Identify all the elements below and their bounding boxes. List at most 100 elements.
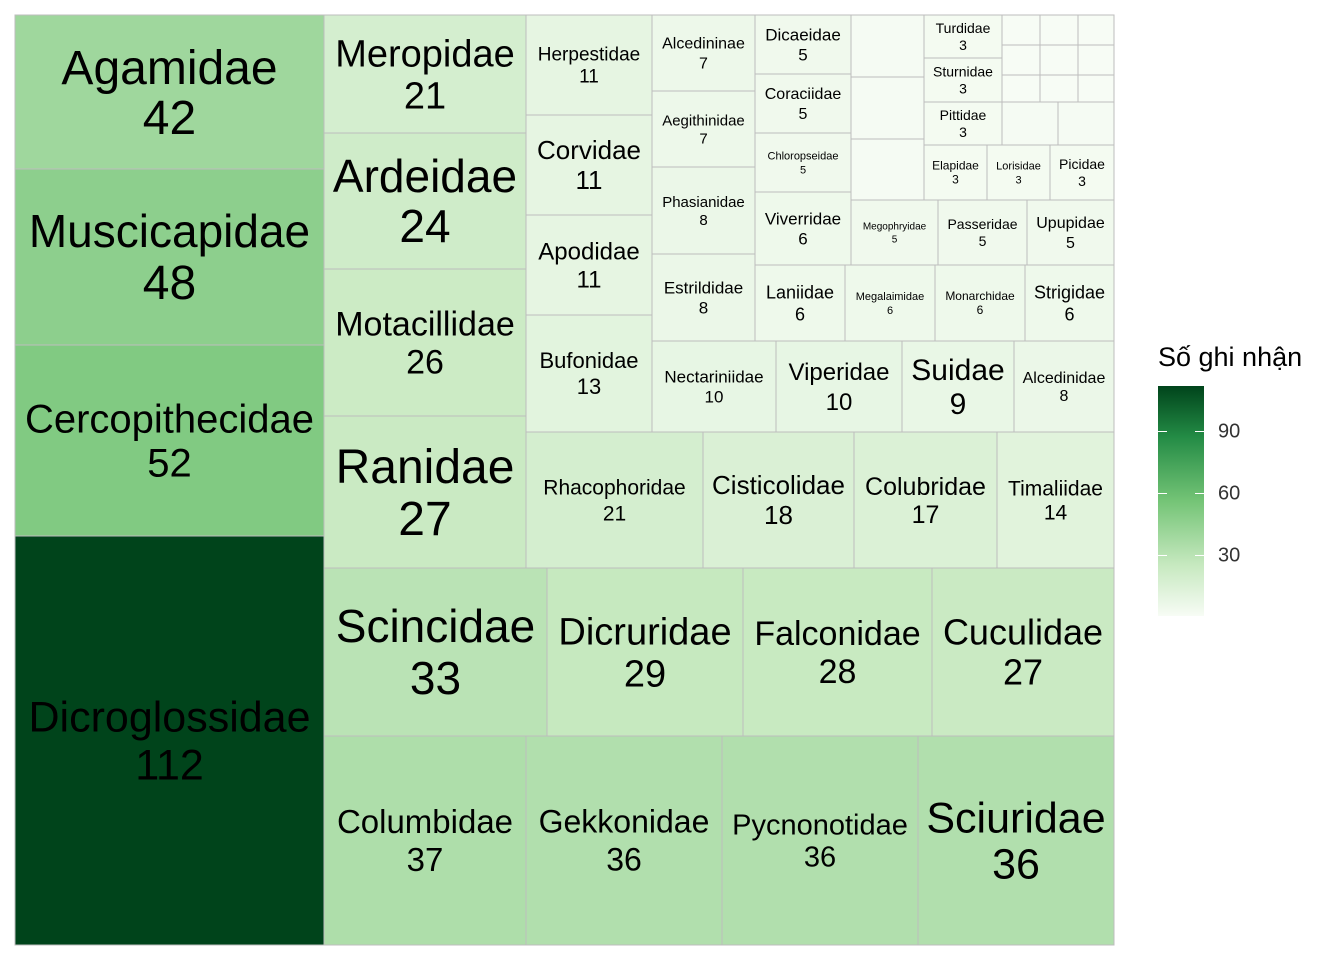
treemap-label-ardeidae: Ardeidae xyxy=(333,150,517,202)
treemap-label-turdidae: Turdidae xyxy=(936,20,991,36)
treemap-value-turdidae: 3 xyxy=(959,37,967,53)
treemap-label-columbidae: Columbidae xyxy=(337,803,513,840)
treemap-rect-passeridae xyxy=(937,199,1028,266)
treemap-value-muscicapidae: 48 xyxy=(143,257,196,310)
treemap-label-viperidae: Viperidae xyxy=(789,359,890,386)
treemap-cell-megalaimidae: Megalaimidae 6 xyxy=(844,264,936,342)
treemap-value-picidae: 3 xyxy=(1078,173,1086,189)
treemap-value-upupidae: 5 xyxy=(1066,235,1075,252)
treemap-label-megalaimidae: Megalaimidae xyxy=(856,291,924,303)
treemap-value-viperidae: 10 xyxy=(826,389,853,416)
treemap-rect-unlabeled-55 xyxy=(1039,14,1079,46)
treemap-rect-columbidae xyxy=(323,735,527,946)
treemap-rect-unlabeled-49 xyxy=(850,14,925,78)
treemap-label-rhacophoridae: Rhacophoridae xyxy=(543,476,685,499)
treemap-rect-megophryidae xyxy=(850,199,939,266)
treemap-cell-unlabeled-55 xyxy=(1039,14,1079,46)
treemap-cell-upupidae: Upupidae 5 xyxy=(1026,199,1115,266)
color-legend: Số ghi nhận 90 60 30 xyxy=(1150,338,1340,628)
legend-title: Số ghi nhận xyxy=(1158,342,1303,372)
treemap-label-aegithinidae: Aegithinidae xyxy=(662,112,745,129)
treemap-rect-alcedininae xyxy=(651,14,756,92)
treemap-rect-strigidae xyxy=(1024,264,1115,342)
treemap-value-megophryidae: 5 xyxy=(892,235,898,246)
treemap-cell-unlabeled-52 xyxy=(1001,101,1059,146)
treemap-cell-unlabeled-51 xyxy=(850,138,925,201)
treemap-label-cercopithecidae: Cercopithecidae xyxy=(25,398,314,442)
treemap-cell-lorisidae: Lorisidae 3 xyxy=(986,144,1051,201)
treemap-rect-elapidae xyxy=(923,144,988,201)
treemap-cell-unlabeled-53 xyxy=(1057,101,1115,146)
treemap-rect-phasianidae xyxy=(651,166,756,255)
treemap-value-gekkonidae: 36 xyxy=(606,842,642,878)
treemap-rect-viperidae xyxy=(775,340,903,433)
treemap-rect-bufonidae xyxy=(525,314,653,433)
legend-tick-label: 90 xyxy=(1218,420,1241,443)
treemap-value-rhacophoridae: 21 xyxy=(603,502,626,525)
treemap-rect-unlabeled-53 xyxy=(1057,101,1115,146)
treemap-cell-alcedininae: Alcedininae 7 xyxy=(651,14,756,92)
treemap-rect-dicroglossidae xyxy=(14,535,325,946)
treemap-value-herpestidae: 11 xyxy=(579,67,599,88)
treemap-rect-muscicapidae xyxy=(14,168,325,346)
treemap-cell-unlabeled-62 xyxy=(1077,74,1115,103)
treemap-label-laniidae: Laniidae xyxy=(766,282,834,302)
treemap-value-passeridae: 5 xyxy=(979,233,987,249)
treemap-rect-unlabeled-56 xyxy=(1077,14,1115,46)
treemap-value-monarchidae: 6 xyxy=(977,303,984,317)
treemap-label-suidae: Suidae xyxy=(911,354,1004,387)
treemap-value-alcedininae: 7 xyxy=(699,56,708,73)
treemap-value-apodidae: 11 xyxy=(577,266,602,293)
treemap-label-monarchidae: Monarchidae xyxy=(945,289,1015,303)
treemap-label-dicroglossidae: Dicroglossidae xyxy=(28,694,310,742)
treemap-value-cercopithecidae: 52 xyxy=(147,442,192,486)
treemap-rect-gekkonidae xyxy=(525,735,723,946)
treemap-value-columbidae: 37 xyxy=(407,841,444,878)
treemap-label-gekkonidae: Gekkonidae xyxy=(539,804,710,840)
legend-tick-label: 30 xyxy=(1218,544,1241,567)
treemap-value-cisticolidae: 18 xyxy=(764,500,793,530)
treemap-value-dicruridae: 29 xyxy=(624,653,666,695)
treemap-rect-cuculidae xyxy=(931,567,1115,737)
treemap-rect-unlabeled-52 xyxy=(1001,101,1059,146)
treemap-rect-laniidae xyxy=(754,264,846,342)
treemap-value-pycnonotidae: 36 xyxy=(804,842,836,874)
treemap-value-dicroglossidae: 112 xyxy=(135,742,204,790)
treemap-rect-agamidae xyxy=(14,14,325,170)
treemap-label-elapidae: Elapidae xyxy=(932,159,979,173)
treemap-rect-chloropseidae xyxy=(754,132,852,193)
treemap-label-strigidae: Strigidae xyxy=(1034,282,1105,302)
treemap-rect-lorisidae xyxy=(986,144,1051,201)
treemap-value-ranidae: 27 xyxy=(398,493,451,546)
treemap-label-colubridae: Colubridae xyxy=(865,473,986,501)
treemap-rect-pittidae xyxy=(923,101,1003,146)
legend-tick-label: 60 xyxy=(1218,482,1241,505)
treemap-label-bufonidae: Bufonidae xyxy=(539,348,638,373)
treemap-rect-scincidae xyxy=(323,567,548,737)
treemap-rect-unlabeled-61 xyxy=(1039,74,1079,103)
treemap-value-elapidae: 3 xyxy=(952,173,959,187)
treemap-label-upupidae: Upupidae xyxy=(1036,215,1105,232)
treemap-value-scincidae: 33 xyxy=(410,652,461,704)
